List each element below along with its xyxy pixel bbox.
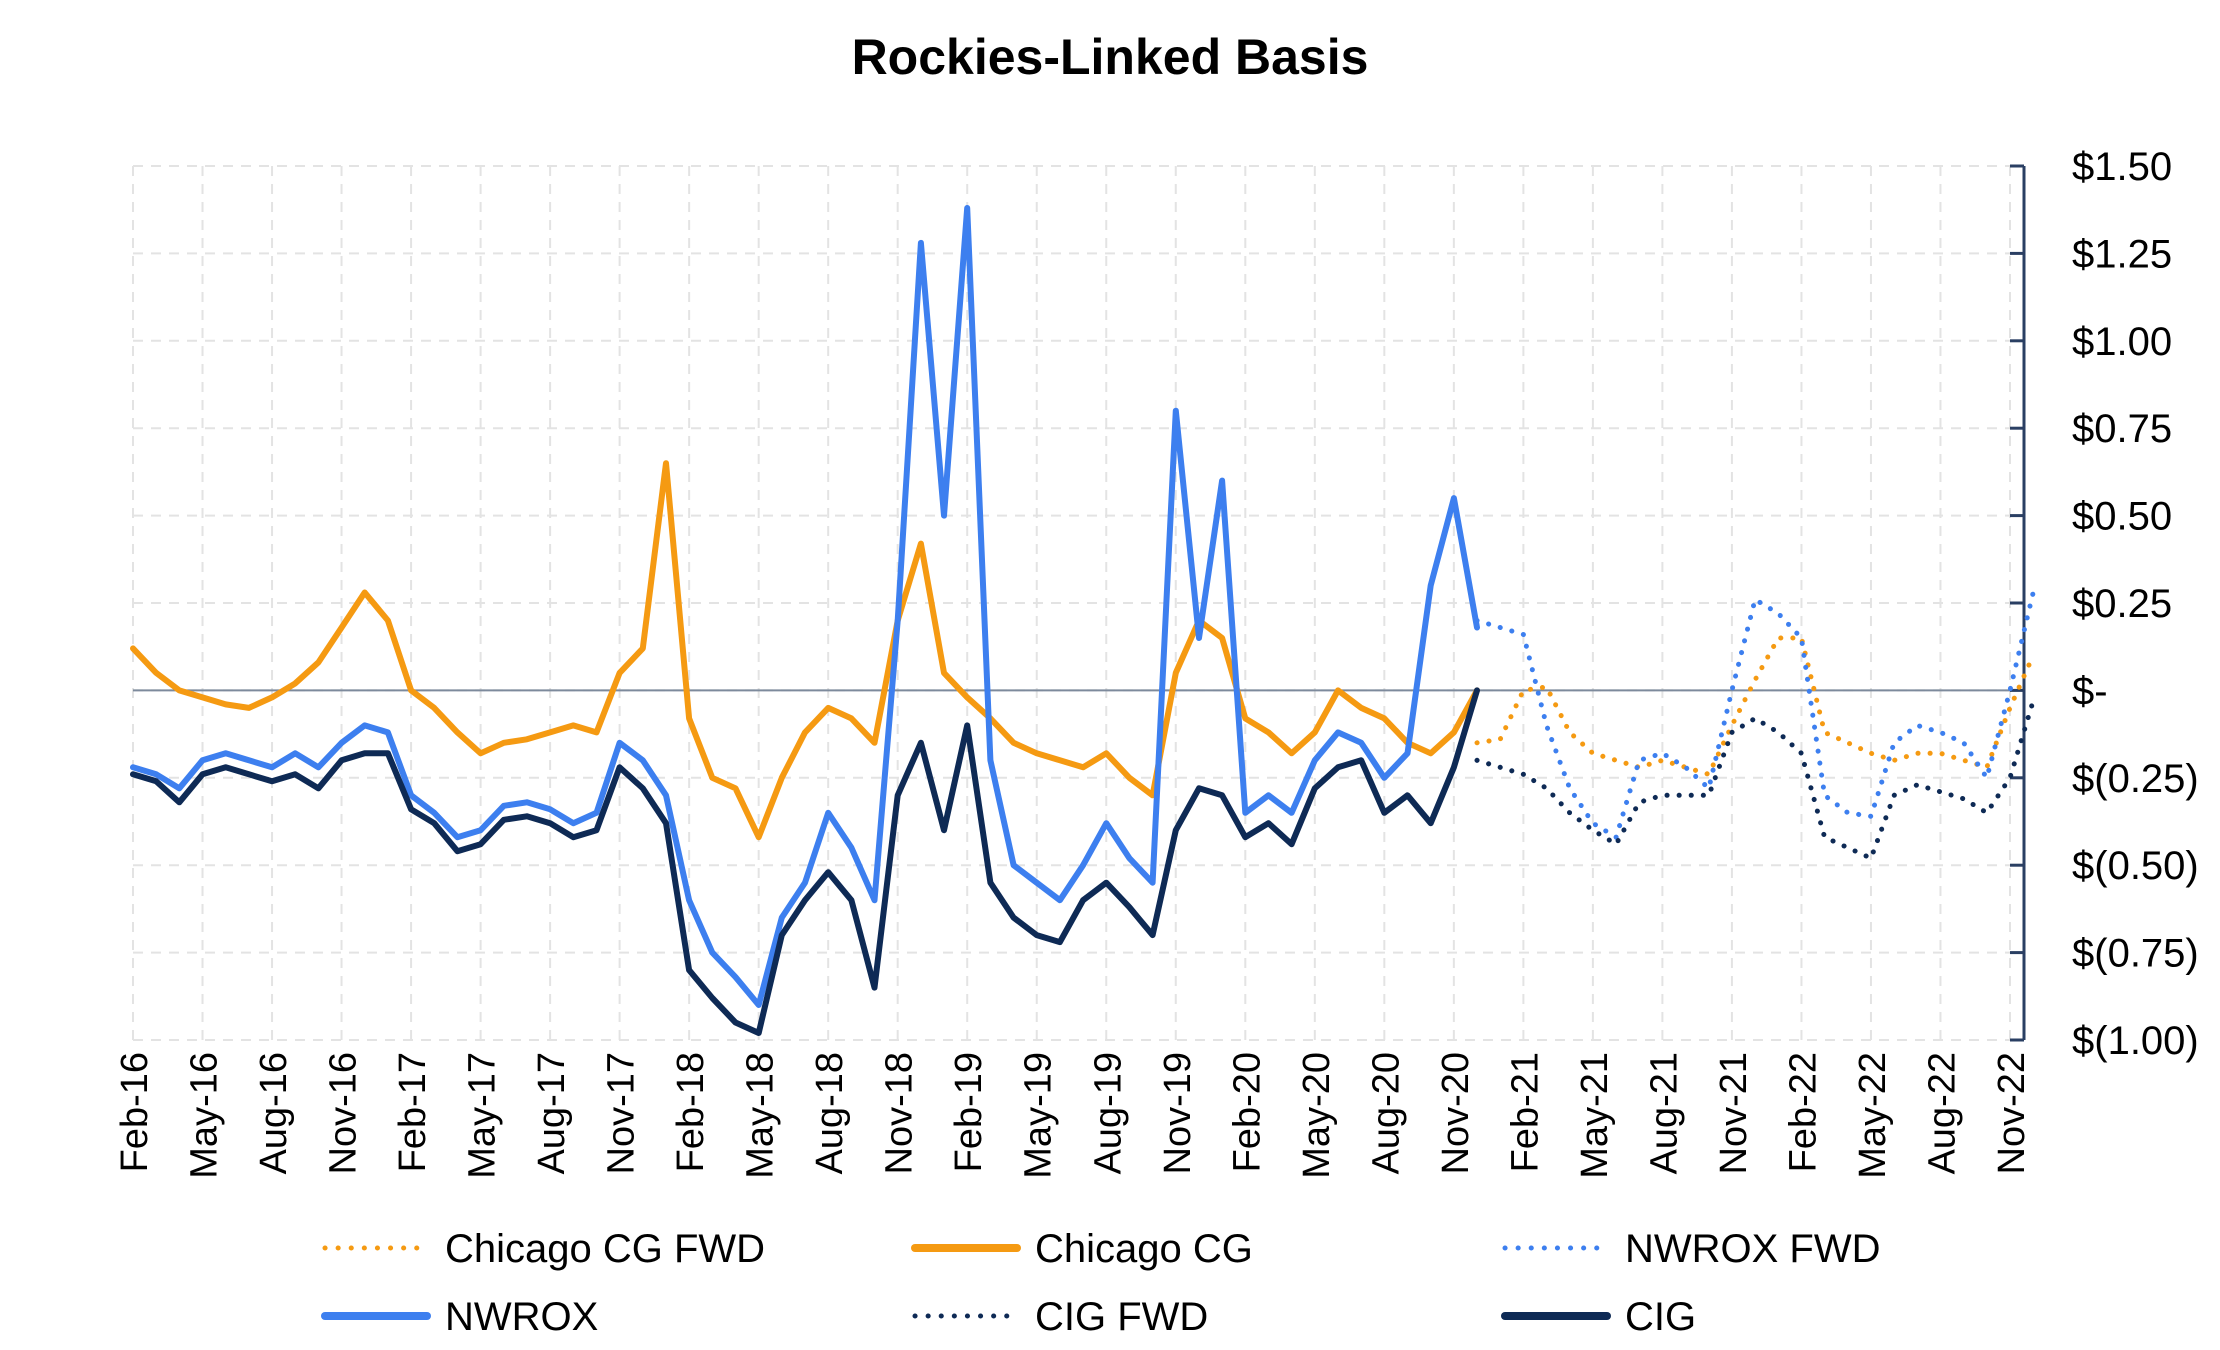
grid [132, 165, 2011, 1041]
legend-label: NWROX FWD [1625, 1227, 1881, 1271]
legend-label: CIG [1625, 1295, 1696, 1339]
series-line-nwrox-fwd [1474, 590, 2036, 840]
y-tick-label: $0.25 [2072, 582, 2172, 626]
x-axis-ticks: Feb-16 May-16 Aug-16 Nov-16 Feb-17 May-17 Aug-… [114, 1052, 2033, 1179]
y-tick-label: $(1.00) [2072, 1019, 2199, 1063]
x-tick-label: Feb-20 [1226, 1052, 1268, 1172]
series-line-chicago-cg-fwd [1474, 635, 2036, 777]
x-tick-label: Aug-21 [1643, 1052, 1685, 1175]
x-tick-label: Aug-16 [253, 1052, 295, 1175]
x-tick-label: Feb-21 [1504, 1052, 1546, 1172]
chart-title: Rockies-Linked Basis [851, 29, 1369, 85]
x-tick-label: May-22 [1852, 1052, 1894, 1179]
x-tick-label: Feb-17 [392, 1052, 434, 1172]
legend-label: Chicago CG [1035, 1227, 1253, 1271]
legend-label: NWROX [445, 1295, 598, 1339]
x-tick-label: Nov-20 [1435, 1052, 1477, 1175]
x-tick-label: Aug-20 [1365, 1052, 1407, 1175]
y-tick-label: $1.00 [2072, 320, 2172, 364]
y-axis-ticks: $1.50 $1.25 $1.00 $0.75 $0.50 $0.25 $- $(0.25) $… [2010, 145, 2199, 1063]
x-tick-label: Feb-16 [114, 1052, 156, 1172]
x-tick-label: May-17 [462, 1052, 504, 1179]
series [130, 205, 2036, 1036]
y-tick-label: $1.25 [2072, 232, 2172, 276]
y-tick-label: $(0.75) [2072, 932, 2199, 976]
x-tick-label: Aug-19 [1087, 1052, 1129, 1175]
x-tick-label: Aug-22 [1921, 1052, 1963, 1175]
y-tick-label: $(0.50) [2072, 844, 2199, 888]
series-line-cig-fwd [1474, 698, 2036, 861]
x-tick-label: Nov-17 [601, 1052, 643, 1175]
x-tick-label: May-18 [740, 1052, 782, 1179]
series-line-nwrox [130, 205, 1480, 1008]
y-tick-label: $0.75 [2072, 407, 2172, 451]
x-tick-label: Aug-17 [531, 1052, 573, 1175]
x-tick-label: May-21 [1574, 1052, 1616, 1179]
x-tick-label: Feb-22 [1782, 1052, 1824, 1172]
x-tick-label: Aug-18 [809, 1052, 851, 1175]
legend-label: CIG FWD [1035, 1295, 1208, 1339]
x-tick-label: May-19 [1018, 1052, 1060, 1179]
x-tick-label: Nov-22 [1991, 1052, 2033, 1175]
series-line-chicago-cg [130, 460, 1480, 841]
x-tick-label: Nov-19 [1157, 1052, 1199, 1175]
y-tick-label: $0.50 [2072, 495, 2172, 539]
x-tick-label: May-16 [184, 1052, 226, 1179]
y-tick-label: $(0.25) [2072, 757, 2199, 801]
y-tick-label: $1.50 [2072, 145, 2172, 189]
legend: Chicago CG FWD Chicago CG NWROX FWD NWROX CI… [321, 1227, 1881, 1339]
x-tick-label: Nov-16 [323, 1052, 365, 1175]
x-tick-label: Nov-18 [879, 1052, 921, 1175]
y-tick-label: $- [2072, 669, 2108, 713]
x-tick-label: Feb-19 [948, 1052, 990, 1172]
legend-label: Chicago CG FWD [445, 1227, 765, 1271]
x-tick-label: May-20 [1296, 1052, 1338, 1179]
series-line-cig [130, 687, 1480, 1036]
x-tick-label: Feb-18 [670, 1052, 712, 1172]
x-tick-label: Nov-21 [1713, 1052, 1755, 1175]
